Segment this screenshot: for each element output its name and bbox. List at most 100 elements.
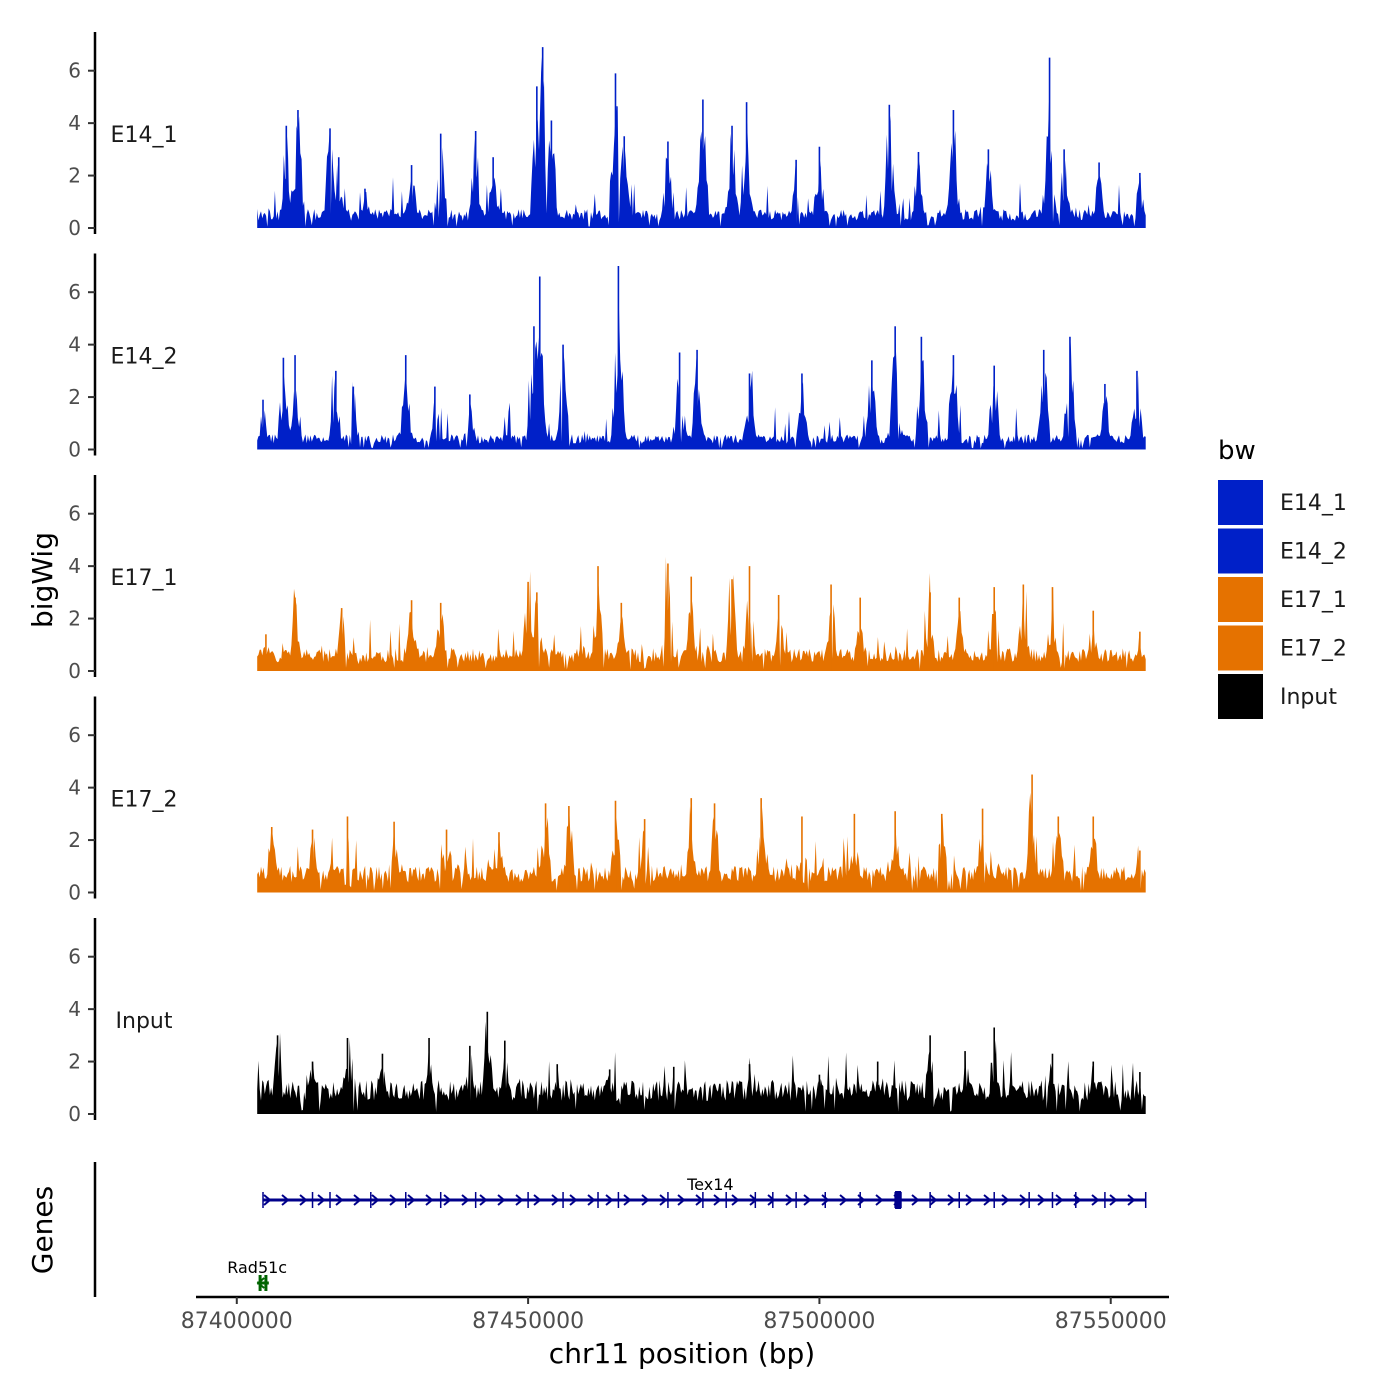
signal-area-e17-2 (257, 792, 1146, 893)
legend-entry-e14-1: E14_1 (1218, 480, 1347, 525)
legend-entries: E14_1 E14_2 E17_1 E17_2 Input (1218, 480, 1347, 719)
legend-label: E17_1 (1280, 588, 1347, 613)
y-tick-label: 0 (68, 438, 81, 462)
y-tick-label: 4 (68, 333, 81, 357)
y-tick-label: 6 (68, 945, 81, 969)
strand-chevron (911, 1194, 920, 1206)
strand-chevron (551, 1194, 560, 1206)
track-label: Input (116, 1009, 173, 1034)
signal-area-input (257, 1021, 1146, 1114)
strand-chevron (1127, 1194, 1136, 1206)
strand-chevron (335, 1194, 344, 1206)
y-tick-label: 0 (68, 1102, 81, 1126)
strand-chevron (659, 1194, 668, 1206)
track-panel-e14-2: 0 2 4 6 E14_2 (68, 253, 1146, 462)
strand-chevron (767, 1194, 776, 1206)
strand-chevron (281, 1194, 290, 1206)
strand-chevron (371, 1194, 380, 1206)
strand-chevron (1055, 1194, 1064, 1206)
legend: bw E14_1 E14_2 E17_1 E17_2 Input (1218, 436, 1347, 719)
strand-chevron (983, 1194, 992, 1206)
x-axis: 87400000 87450000 87500000 87550000 (181, 1295, 1169, 1334)
legend-entry-input: Input (1218, 674, 1337, 719)
strand-chevron (965, 1194, 974, 1206)
gene-label: Rad51c (227, 1258, 287, 1277)
legend-swatch (1218, 577, 1263, 622)
y-tick-label: 4 (68, 776, 81, 800)
legend-label: E17_2 (1280, 637, 1347, 662)
strand-chevron (731, 1194, 740, 1206)
legend-title: bw (1218, 436, 1256, 466)
strand-chevron (317, 1194, 326, 1206)
strand-chevron (821, 1194, 830, 1206)
strand-chevron (947, 1194, 956, 1206)
strand-chevron (875, 1194, 884, 1206)
gene-annotation-track: Tex14 Rad51c (93, 1162, 1147, 1297)
x-axis-title: chr11 position (bp) (549, 1337, 815, 1370)
strand-chevron (929, 1194, 938, 1206)
signal-area-e14-2 (257, 305, 1146, 450)
strand-chevron (299, 1194, 308, 1206)
legend-label: Input (1280, 685, 1337, 710)
strand-chevron (497, 1194, 506, 1206)
strand-chevron (1037, 1194, 1046, 1206)
legend-label: E14_2 (1280, 540, 1347, 565)
legend-swatch (1218, 480, 1263, 525)
strand-chevron (713, 1194, 722, 1206)
strand-chevron (515, 1194, 524, 1206)
genes-axis-title: Genes (26, 1186, 59, 1274)
track-label: E14_2 (111, 345, 178, 370)
y-tick-label: 6 (68, 280, 81, 304)
y-tick-label: 2 (68, 385, 81, 409)
track-label: E17_2 (111, 788, 178, 813)
strand-chevron (443, 1194, 452, 1206)
y-axis-title: bigWig (26, 532, 59, 628)
y-tick-label: 4 (68, 997, 81, 1021)
legend-entry-e17-1: E17_1 (1218, 577, 1347, 622)
x-tick-label: 87450000 (472, 1309, 584, 1334)
legend-entry-e14-2: E14_2 (1218, 528, 1347, 574)
strand-chevron (461, 1194, 470, 1206)
strand-chevron (623, 1194, 632, 1206)
strand-chevron (1091, 1194, 1100, 1206)
legend-entry-e17-2: E17_2 (1218, 625, 1347, 671)
strand-chevron (677, 1194, 686, 1206)
strand-chevron (587, 1194, 596, 1206)
y-tick-label: 0 (68, 659, 81, 683)
gene-rad51c: Rad51c (227, 1258, 287, 1291)
legend-swatch (1218, 528, 1263, 574)
strand-chevron (263, 1194, 272, 1206)
gene-tex14: Tex14 (262, 1175, 1147, 1209)
strand-chevron (569, 1194, 578, 1206)
y-tick-label: 2 (68, 1050, 81, 1074)
y-tick-label: 2 (68, 164, 81, 188)
strand-chevron (479, 1194, 488, 1206)
legend-label: E14_1 (1280, 491, 1347, 516)
strand-chevron (533, 1194, 542, 1206)
y-tick-label: 0 (68, 216, 81, 240)
track-panel-input: 0 2 4 6 Input (68, 918, 1146, 1126)
track-label: E14_1 (111, 123, 178, 148)
strand-chevron (641, 1194, 650, 1206)
y-tick-label: 2 (68, 607, 81, 631)
bigwig-tracks: 0 2 4 6 E14_1 0 2 4 6 E14_2 0 2 4 6 E17_1 0 2 4 6 E17_2 0 2 4 6… (68, 32, 1146, 1126)
strand-chevron (605, 1194, 614, 1206)
y-tick-label: 4 (68, 554, 81, 578)
y-tick-label: 4 (68, 111, 81, 135)
y-tick-label: 6 (68, 59, 81, 83)
track-panel-e17-1: 0 2 4 6 E17_1 (68, 475, 1146, 683)
strand-chevron (1109, 1194, 1118, 1206)
track-panel-e17-2: 0 2 4 6 E17_2 (68, 696, 1146, 905)
strand-chevron (1019, 1194, 1028, 1206)
legend-swatch (1218, 674, 1263, 719)
y-tick-label: 6 (68, 723, 81, 747)
strand-chevron (785, 1194, 794, 1206)
x-tick-label: 87500000 (763, 1309, 875, 1334)
strand-chevron (425, 1194, 434, 1206)
y-tick-label: 0 (68, 881, 81, 905)
strand-chevron (839, 1194, 848, 1206)
track-panel-e14-1: 0 2 4 6 E14_1 (68, 32, 1146, 240)
exon-block (895, 1191, 902, 1209)
signal-area-e14-1 (257, 57, 1146, 228)
strand-chevron (353, 1194, 362, 1206)
